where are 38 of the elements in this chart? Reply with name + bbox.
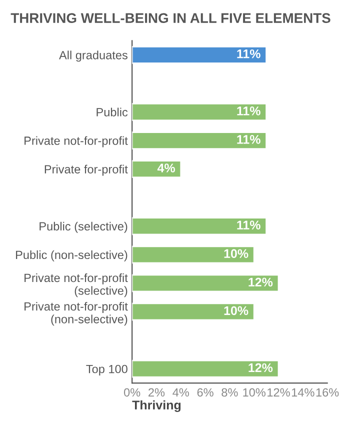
data-label: 11% [237, 106, 260, 116]
data-label: 11% [237, 49, 260, 58]
y-tick-label: Private not-for-profit (selective) [24, 273, 128, 298]
bar [132, 274, 280, 292]
x-tick-label: 2% [148, 388, 165, 397]
y-tick-label: All graduates [59, 50, 128, 62]
y-tick-label: Private for-profit [44, 164, 128, 176]
x-tick-label: 4% [172, 388, 189, 397]
x-axis-title: Thriving [132, 400, 181, 412]
bar [132, 302, 255, 321]
x-tick-label: 0% [124, 388, 140, 397]
x-tick-label: 8% [222, 388, 238, 397]
data-label: 4% [157, 164, 175, 172]
bar [132, 160, 182, 178]
y-tick-label: Private not-for-profit (non-selective) [24, 302, 128, 326]
x-tick-label: 12% [268, 388, 290, 397]
data-label: 11% [237, 220, 260, 230]
data-label: 10% [224, 249, 248, 258]
y-tick-label: Public [96, 108, 128, 116]
y-tick-label: Public (selective) [40, 222, 128, 233]
data-label: 10% [224, 306, 248, 316]
bar [132, 103, 267, 121]
data-label: 12% [248, 363, 273, 372]
x-tick-label: 16% [316, 388, 339, 397]
x-tick-label: 6% [197, 388, 214, 397]
data-label: 12% [248, 278, 273, 287]
x-tick-label: 14% [292, 388, 314, 397]
bar [132, 246, 255, 264]
y-tick-label: Private not-for-profit [24, 136, 128, 148]
y-tick-label: Public (non-selective) [16, 250, 128, 262]
data-label: 11% [237, 135, 260, 144]
bar [132, 46, 267, 64]
x-tick-label: 10% [243, 388, 266, 397]
bar [132, 217, 267, 236]
chart-title: THRIVING WELL-BEING IN ALL FIVE ELEMENTS [10, 13, 330, 23]
y-tick-label: Top 100 [86, 364, 128, 376]
bar [132, 360, 280, 378]
bar [132, 132, 267, 150]
